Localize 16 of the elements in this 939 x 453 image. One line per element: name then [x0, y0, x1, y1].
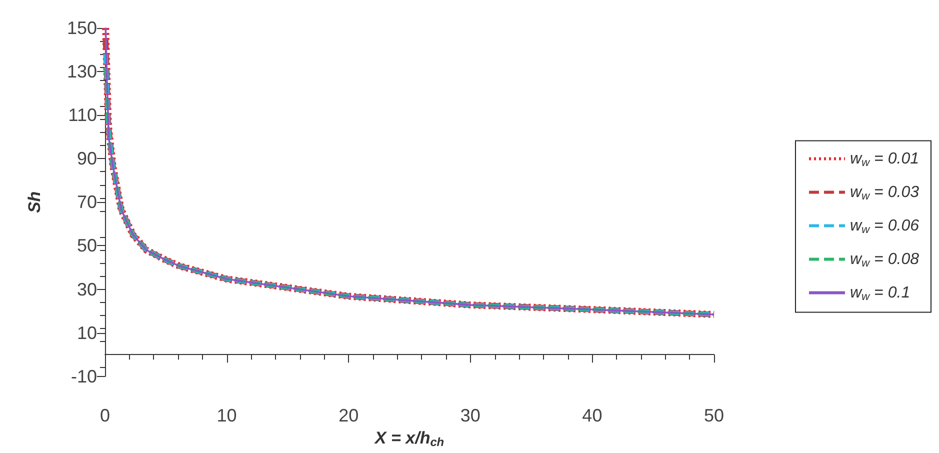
x-tick-label: 30 — [460, 405, 480, 426]
x-tick-label: 10 — [216, 405, 237, 426]
y-tick-label: 130 — [66, 62, 97, 82]
x-tick-label: 0 — [100, 405, 110, 426]
y-axis-title: Sh — [25, 191, 44, 214]
y-tick-label: 10 — [76, 322, 97, 343]
y-tick-label: 30 — [76, 279, 97, 300]
y-tick-label: 50 — [76, 236, 97, 256]
x-tick-label: 40 — [582, 405, 602, 426]
y-tick-label: 150 — [66, 18, 97, 38]
y-tick-label: 70 — [76, 192, 97, 212]
y-tick-label: 90 — [76, 148, 97, 169]
x-tick-label: 50 — [704, 405, 724, 426]
x-tick-label: 20 — [338, 405, 359, 426]
y-tick-label: -10 — [70, 366, 97, 386]
y-tick-label: 110 — [68, 105, 97, 126]
